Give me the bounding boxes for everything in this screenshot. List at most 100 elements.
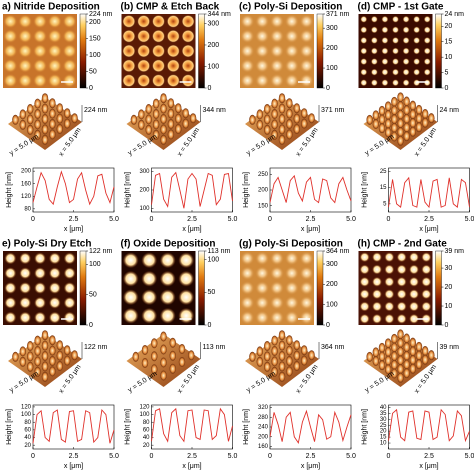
y-tick-label: 120 [139, 404, 150, 410]
surface-bump [249, 114, 256, 125]
surface-bump [366, 114, 373, 125]
afm-feature [396, 252, 407, 263]
surface-bump [397, 101, 404, 111]
afm-feature [396, 313, 407, 324]
afm-feature [284, 281, 299, 295]
afm-feature [34, 296, 46, 309]
afm-feature [270, 58, 284, 73]
x-axis-label: x [μm] [301, 226, 320, 233]
x-tick-label: 5.0 [228, 453, 238, 460]
afm-feature [3, 44, 18, 58]
surface-bump [41, 93, 49, 104]
surface-bump [182, 108, 189, 119]
afm-feature [372, 289, 382, 300]
x-axis-label: x [μm] [64, 226, 83, 233]
surface-bump [286, 98, 293, 109]
afm-feature [299, 281, 314, 295]
afm-feature [255, 58, 270, 73]
y-axis-label: Height [nm] [124, 409, 131, 445]
surface-bump [63, 108, 71, 119]
afm-feature [255, 251, 270, 266]
surface-bump [391, 342, 398, 353]
afm-feature [159, 270, 176, 287]
surface-bump [301, 355, 308, 366]
afm-feature [381, 68, 389, 76]
afm-feature [421, 289, 432, 300]
colorbar-tick-label: 10 [445, 54, 453, 61]
afm-feature [122, 74, 136, 88]
colorbar-tick-label: 200 [326, 281, 338, 288]
surface-bump [293, 340, 300, 351]
afm-feature [33, 14, 47, 29]
afm-feature [409, 276, 419, 287]
y-tick-label: 60 [143, 427, 150, 433]
y-tick-label: 150 [258, 203, 269, 209]
surface-bump [428, 350, 435, 361]
afm-feature [413, 68, 421, 76]
surface-bump [34, 356, 41, 367]
colorbar-tick-label: 30 [445, 265, 453, 272]
colorbar [198, 13, 205, 89]
afm-feature [396, 301, 407, 312]
y-tick-label: 200 [258, 188, 269, 194]
afm-feature [360, 36, 368, 44]
afm-feature [299, 58, 314, 73]
y-tick-label: 10 [380, 441, 387, 447]
afm-feature [3, 29, 18, 44]
surface-bump [391, 122, 398, 133]
surface-bump [41, 361, 49, 372]
afm-feature [270, 14, 284, 29]
x-tick-label: 0 [387, 453, 391, 460]
afm-feature [240, 310, 255, 325]
afm-feature [270, 29, 284, 44]
surface-bump [12, 114, 19, 125]
afm-feature [47, 73, 62, 88]
afm-feature [18, 29, 33, 44]
afm-feature [409, 289, 419, 300]
surface-bump [256, 109, 263, 120]
colorbar-tick-label: 300 [326, 25, 338, 32]
y-tick-label: 200 [139, 188, 150, 194]
afm-feature [372, 301, 382, 312]
afm-feature [299, 266, 314, 281]
y-tick-label: 15 [380, 435, 387, 441]
x-tick-label: 2.5 [424, 453, 434, 460]
colorbar [435, 13, 442, 89]
x-tick-label: 2.5 [187, 216, 197, 223]
surface-bump [34, 98, 41, 109]
surface-height-label: 371 nm [321, 107, 345, 114]
surface-height-label: 113 nm [203, 344, 226, 351]
afm-feature [270, 73, 284, 88]
surface-bump [167, 108, 175, 119]
afm-feature [122, 59, 136, 73]
surface-bump [403, 131, 410, 142]
afm-feature [240, 295, 255, 310]
surface-bump [278, 134, 286, 145]
colorbar-tick-label: 100 [208, 256, 220, 263]
surface-bump [151, 351, 158, 362]
y-axis-label: Height [nm] [243, 172, 250, 208]
x-tick-label: 0 [31, 453, 35, 460]
afm-feature [19, 282, 32, 294]
x-tick-label: 5.0 [109, 216, 119, 223]
afm-feature [34, 252, 46, 265]
colorbar-tick-label: 371 nm [326, 11, 350, 18]
surface-bump [41, 114, 49, 124]
surface-bump [160, 344, 167, 355]
y-tick-label: 280 [258, 415, 269, 421]
afm-feature [255, 295, 270, 310]
plot-frame [151, 167, 233, 213]
afm-feature [34, 311, 46, 324]
surface-bump [378, 360, 386, 371]
surface-bump [372, 110, 380, 121]
colorbar [316, 13, 324, 89]
surface-bump [167, 119, 175, 129]
panel-title: (f) Oxide Deposition [121, 239, 216, 250]
colorbar-tick-label: 15 [445, 39, 453, 46]
y-tick-label: 100 [139, 206, 150, 212]
surface-bump [27, 124, 34, 135]
afm-feature [284, 29, 299, 44]
surface-y-label: y = 5.0 μm [364, 370, 396, 394]
afm-feature [48, 282, 61, 294]
